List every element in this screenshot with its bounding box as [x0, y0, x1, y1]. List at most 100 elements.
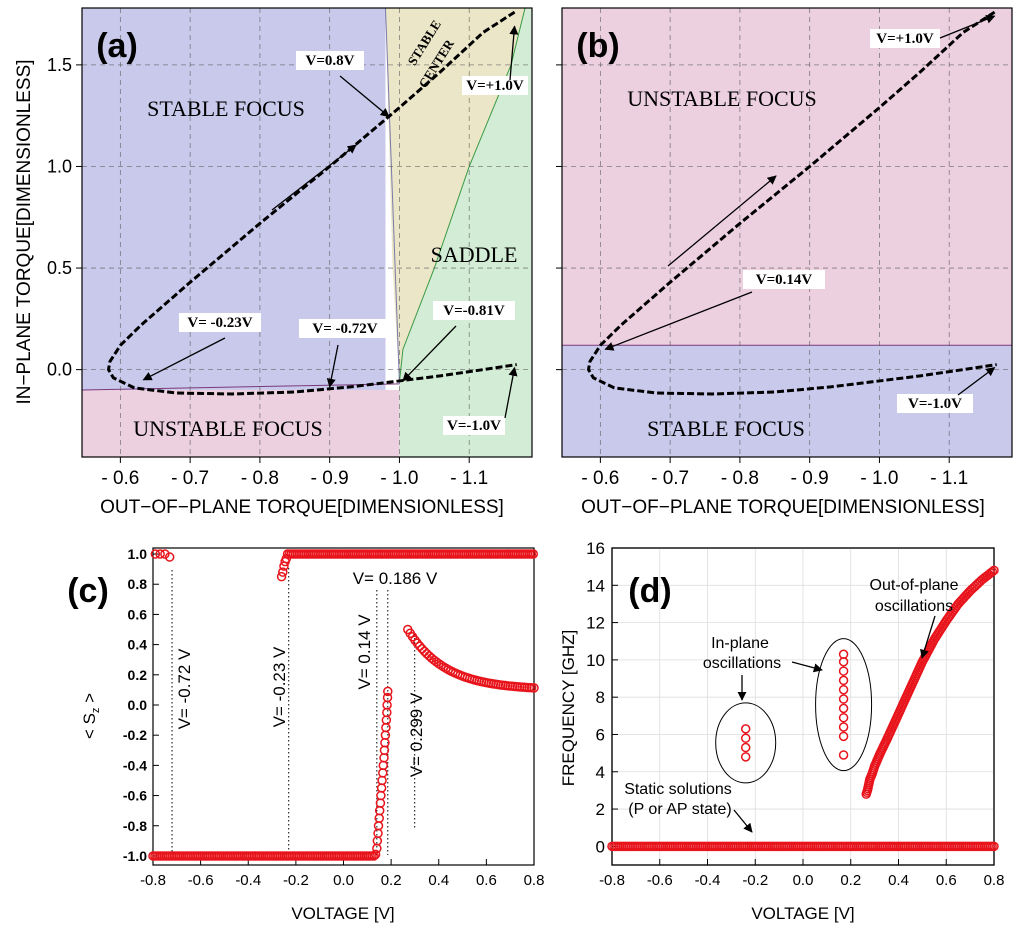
- data-point-inplane: [838, 712, 849, 723]
- plot-frame: [81, 7, 533, 458]
- panel-d: -0.8 -0.6 -0.4 -0.2 0.0 0.2 0.4 0.6 0.8 0 2 4 6 8 10 12…: [559, 539, 1004, 923]
- y-tick-label: 12: [586, 614, 605, 633]
- annotation-arrow-v-p1p0: [939, 14, 996, 39]
- data-point-inplane: [838, 666, 849, 676]
- x-tick-label: 0.2: [381, 872, 402, 889]
- y-tick-label: 1.0: [47, 156, 72, 176]
- data-point-inplane: [838, 649, 849, 660]
- y-axis-label-c-main: < S: [80, 713, 99, 739]
- panel-label-a: (a): [96, 27, 138, 65]
- data-point-oscillation: [383, 686, 393, 697]
- x-tick-label: 0.8: [984, 872, 1005, 889]
- x-tick-label: 0.4: [888, 872, 909, 889]
- region-label-stable-focus: STABLE FOCUS: [147, 96, 305, 121]
- annotation-v-p1p0: V=+1.0V: [466, 78, 524, 94]
- data-point-outofplane: [987, 566, 998, 577]
- region-label-unstable-focus: UNSTABLE FOCUS: [627, 86, 817, 111]
- annotation-v-m1p0: V=-1.0V: [908, 396, 962, 412]
- y-tick-label: 0.6: [128, 606, 148, 622]
- x-axis-label-d: VOLTAGE [V]: [751, 904, 854, 923]
- y-axis-label-d: FREQUENCY [GHZ]: [559, 630, 578, 786]
- y-tick-label: 0.8: [128, 576, 148, 592]
- x-tick-label: -0.8: [140, 872, 166, 889]
- x-tick-label: -0.4: [695, 872, 721, 889]
- data-point-static: [989, 841, 999, 852]
- x-tick-label: 0.0: [333, 872, 354, 889]
- y-tick-label: 14: [586, 576, 605, 595]
- region-label-unstable-focus: UNSTABLE FOCUS: [133, 416, 323, 441]
- annotation-inplane-1: In-plane: [711, 635, 769, 652]
- y-tick-label: 1.5: [47, 55, 72, 75]
- region-stable-center: [385, 8, 526, 380]
- data-point-decay: [529, 683, 539, 693]
- annotation-v-m0p72-bg: [299, 319, 391, 338]
- data-point-decay: [434, 658, 444, 669]
- x-tick-label: 0.4: [428, 872, 449, 889]
- data-point-outofplane: [989, 565, 999, 576]
- x-tick-label: - 0.9: [791, 468, 829, 489]
- data-point-oscillation: [370, 849, 381, 860]
- annotation-arrow-v-0p8: [339, 75, 390, 118]
- annotation-v-p1p0: V=+1.0V: [876, 31, 934, 47]
- annotation-arrow-inplane-right: [791, 661, 823, 673]
- data-point-inplane: [740, 733, 751, 743]
- plot-frame: [152, 547, 535, 866]
- annotation-v-m0p81-bg: [433, 301, 515, 320]
- y-axis-label-a: IN−PLANE TORQUE[DIMENSIONLESS]: [14, 59, 35, 404]
- plot-frame: [561, 7, 1013, 458]
- annotation-arrow-v-m0p81: [402, 325, 457, 382]
- trajectory-line: [586, 10, 997, 396]
- region-label-saddle: SADDLE: [431, 242, 518, 267]
- panel-label-d: (d): [628, 572, 671, 610]
- y-axis-label-c: < Sz >: [80, 693, 102, 739]
- x-tick-label: 0.6: [476, 872, 497, 889]
- y-tick-label: 0.0: [128, 697, 148, 713]
- y-axis-label-c-sub: z: [90, 708, 102, 714]
- y-tick-label: -0.6: [123, 788, 147, 804]
- y-tick-label: 8: [596, 688, 605, 707]
- data-point-inplane: [838, 694, 849, 704]
- panel-label-c: (c): [67, 572, 109, 610]
- x-tick-label: - 0.6: [101, 468, 139, 489]
- y-tick-label: 0.0: [47, 360, 72, 380]
- x-axis-label-c: VOLTAGE [V]: [291, 904, 394, 923]
- y-tick-label: 0: [596, 837, 605, 856]
- data-point-inplane: [838, 684, 849, 695]
- panel-label-b: (b): [576, 27, 619, 65]
- annotation-static-2: (P or AP state): [628, 801, 731, 818]
- x-tick-label: - 1.0: [380, 468, 418, 489]
- data-point-inplane: [740, 752, 751, 762]
- data-point-inplane: [838, 731, 849, 742]
- region-unstable-focus: [562, 8, 1012, 346]
- region-saddle: [399, 8, 532, 457]
- data-point-decay: [414, 641, 425, 651]
- inplane-ellipse-right: [815, 638, 873, 772]
- x-tick-label: - 0.9: [311, 468, 349, 489]
- marker-label-v-0p299: V= 0.299 V: [407, 692, 426, 777]
- y-tick-label: 4: [596, 763, 605, 782]
- focus-boundary: [81, 383, 400, 391]
- y-tick-label: 0.5: [47, 258, 72, 278]
- annotation-v-p1p0-bg: [462, 76, 528, 95]
- x-tick-label: - 0.8: [721, 468, 759, 489]
- x-tick-label: - 0.8: [241, 468, 279, 489]
- x-tick-label: 0.6: [936, 872, 957, 889]
- x-tick-label: -0.6: [188, 872, 214, 889]
- region-unstable-focus: [82, 389, 402, 457]
- annotation-arrow-v-p1p0: [509, 25, 519, 81]
- x-tick-label: 0.0: [793, 872, 814, 889]
- panel-a: - 0.6 - 0.7 - 0.8 - 0.9 - 1.0 - 1.1 0.0 0.5 1.0 1…: [14, 7, 533, 518]
- data-point-decay: [436, 660, 446, 671]
- annotation-v-m1p0-bg: [443, 416, 505, 435]
- annotation-outofplane-2: oscillations: [875, 598, 953, 615]
- trajectory-line: [106, 10, 517, 396]
- x-axis-label-a: OUT−OF−PLANE TORQUE[DIMENSIONLESS]: [100, 497, 504, 518]
- annotation-v-p1p0-bg: [870, 29, 940, 48]
- data-point-upper: [528, 549, 539, 559]
- data-point-decay: [412, 638, 423, 648]
- x-tick-label: - 0.7: [171, 468, 209, 489]
- panel-b: - 0.6 - 0.7 - 0.8 - 0.9 - 1.0 - 1.1 UNSTABLE F…: [556, 7, 1013, 518]
- x-tick-label: 0.8: [524, 872, 545, 889]
- annotation-inplane-2: oscillations: [703, 655, 781, 672]
